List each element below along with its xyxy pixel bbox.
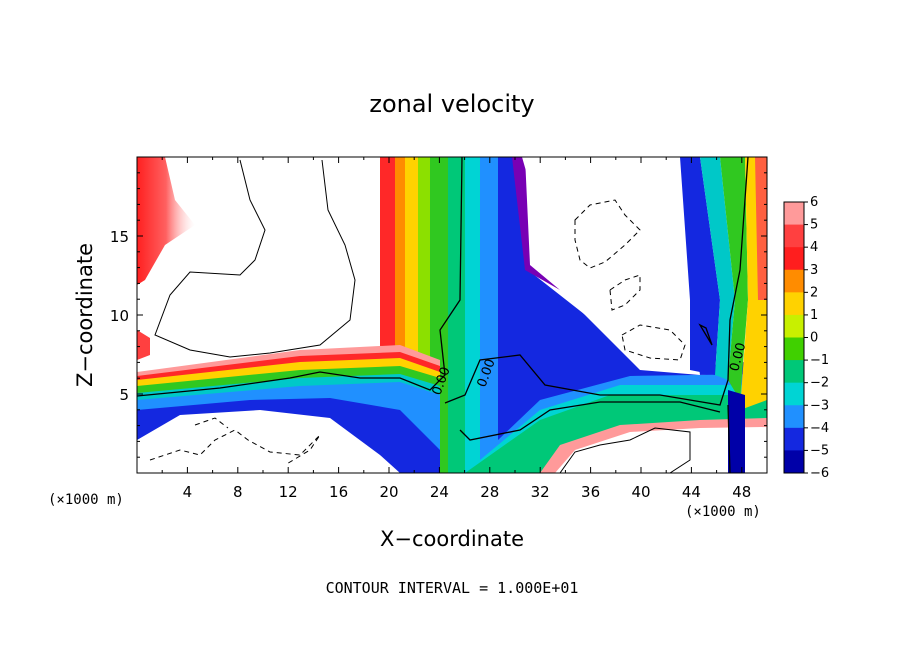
central-jet-field bbox=[380, 157, 767, 473]
dashed-contours bbox=[149, 199, 686, 466]
colorbar-label: 1 bbox=[810, 308, 818, 323]
colorbar-segment bbox=[784, 269, 804, 293]
colorbar-segment bbox=[784, 224, 804, 248]
white-region-contours bbox=[154, 159, 691, 473]
contour-label-3: 0.00 bbox=[727, 341, 749, 373]
colorbar-segment bbox=[784, 247, 804, 271]
x-tick-label: 36 bbox=[581, 483, 600, 501]
colorbar-segment bbox=[784, 292, 804, 316]
y-tick-label: 10 bbox=[110, 307, 129, 325]
y-tick-label: 15 bbox=[110, 228, 129, 246]
x-axis-label: X−coordinate bbox=[380, 527, 524, 551]
colorbar-segment bbox=[784, 450, 804, 474]
x-axis-ticks: 4 8 12 16 20 24 28 32 36 40 44 48 bbox=[161, 157, 751, 501]
colorbar-frame bbox=[783, 201, 805, 474]
colorbar-label: 4 bbox=[810, 240, 818, 255]
x-tick-label: 44 bbox=[682, 483, 701, 501]
colorbar-label: −2 bbox=[810, 376, 829, 391]
x-tick-label: 8 bbox=[233, 483, 243, 501]
x-tick-label: 20 bbox=[379, 483, 398, 501]
colorbar-segment bbox=[784, 314, 804, 338]
colorbar-segment bbox=[784, 427, 804, 451]
colorbar: 6 5 4 3 2 1 0 −1 −2 −3 −4 −5 −6 bbox=[784, 195, 829, 481]
colorbar-label: −5 bbox=[810, 443, 829, 458]
colorbar-segment bbox=[784, 337, 804, 361]
y-axis-ticks: 5 10 15 bbox=[110, 172, 767, 458]
x-unit-label-left: (×1000 m) bbox=[48, 492, 124, 508]
colorbar-label: 6 bbox=[810, 195, 818, 210]
chart-title: zonal velocity bbox=[369, 90, 534, 118]
colorbar-segment bbox=[784, 360, 804, 384]
lower-right-region bbox=[540, 418, 767, 473]
x-tick-label: 12 bbox=[279, 483, 298, 501]
upper-right-region bbox=[522, 157, 767, 473]
x-tick-label: 4 bbox=[183, 483, 193, 501]
x-unit-label-right: (×1000 m) bbox=[685, 504, 761, 520]
colorbar-segment bbox=[784, 405, 804, 429]
colorbar-segment bbox=[784, 202, 804, 226]
x-tick-label: 32 bbox=[531, 483, 550, 501]
colorbar-label: −4 bbox=[810, 421, 829, 436]
contour-interval-text: CONTOUR INTERVAL = 1.000E+01 bbox=[326, 579, 579, 597]
colorbar-label: −3 bbox=[810, 398, 829, 413]
colorbar-segment bbox=[784, 382, 804, 406]
left-edge-patches bbox=[137, 157, 195, 360]
colorbar-label: 5 bbox=[810, 218, 818, 233]
x-tick-label: 28 bbox=[480, 483, 499, 501]
colorbar-label: −6 bbox=[810, 466, 829, 481]
contour-lines bbox=[137, 157, 749, 473]
x-tick-label: 24 bbox=[430, 483, 449, 501]
x-tick-label: 40 bbox=[631, 483, 650, 501]
x-tick-label: 48 bbox=[732, 483, 751, 501]
lower-shear-layer bbox=[137, 345, 440, 473]
x-tick-label: 16 bbox=[329, 483, 348, 501]
colorbar-label: 0 bbox=[810, 331, 818, 346]
colorbar-label: 2 bbox=[810, 285, 818, 300]
colorbar-label: 3 bbox=[810, 263, 818, 278]
colorbar-label: −1 bbox=[810, 353, 829, 368]
heatmap-plot-area: 0.00 0.00 0.00 bbox=[137, 157, 767, 473]
y-tick-label: 5 bbox=[119, 386, 129, 404]
y-axis-label: Z−coordinate bbox=[73, 243, 97, 387]
